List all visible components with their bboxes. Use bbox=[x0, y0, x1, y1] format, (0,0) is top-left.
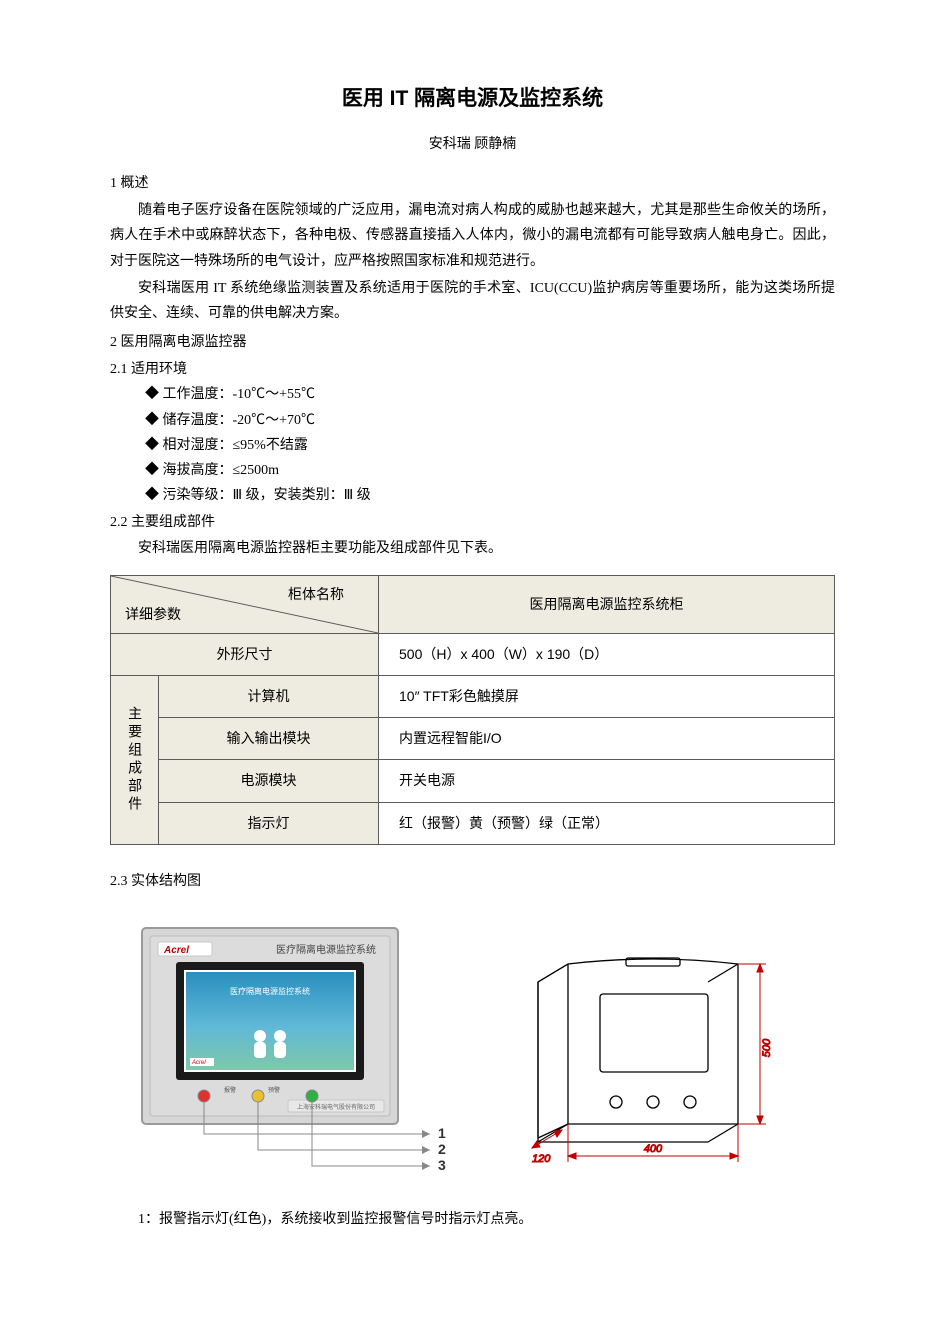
panel-title: 医疗隔离电源监控系统 bbox=[276, 943, 376, 956]
spec-table: 详细参数 柜体名称 医用隔离电源监控系统柜 外形尺寸 500（H）x 400（W… bbox=[110, 575, 835, 845]
dim-drawing-svg: 500 400 120 bbox=[508, 924, 808, 1164]
table-row: 外形尺寸 500（H）x 400（W）x 190（D） bbox=[111, 633, 835, 675]
table-row-value: 红（报警）黄（预警）绿（正常） bbox=[379, 802, 835, 844]
table-row: 指示灯 红（报警）黄（预警）绿（正常） bbox=[111, 802, 835, 844]
dim-depth: 120 bbox=[532, 1153, 551, 1164]
diag-left-label: 详细参数 bbox=[125, 602, 181, 627]
svg-text:医疗隔离电源监控系统: 医疗隔离电源监控系统 bbox=[230, 986, 310, 996]
spec-list: 工作温度：-10℃～+55℃ 储存温度：-20℃～+70℃ 相对湿度：≤95%不… bbox=[110, 382, 835, 508]
table-row: 电源模块 开关电源 bbox=[111, 760, 835, 802]
callout-1: 1 bbox=[438, 1125, 446, 1141]
table-size-value: 500（H）x 400（W）x 190（D） bbox=[379, 633, 835, 675]
spec-item: 污染等级：Ⅲ 级，安装类别：Ⅲ 级 bbox=[145, 483, 835, 508]
product-photo: Acrel 医疗隔离电源监控系统 医疗隔离电源监控系统 Acrel bbox=[138, 924, 468, 1193]
table-row-label: 输入输出模块 bbox=[159, 718, 379, 760]
section-2-head: 2 医用隔离电源监控器 bbox=[110, 330, 835, 355]
diag-right-label: 柜体名称 bbox=[288, 582, 344, 607]
document-author: 安科瑞 顾静楠 bbox=[110, 132, 835, 157]
section-1-para-2: 安科瑞医用 IT 系统绝缘监测装置及系统适用于医院的手术室、ICU(CCU)监护… bbox=[110, 276, 835, 326]
spec-item: 储存温度：-20℃～+70℃ bbox=[145, 408, 835, 433]
spec-item: 相对湿度：≤95%不结露 bbox=[145, 433, 835, 458]
section-2-2-head: 2.2 主要组成部件 bbox=[110, 510, 835, 535]
spec-item: 海拔高度：≤2500m bbox=[145, 458, 835, 483]
table-row-value: 10″ TFT彩色触摸屏 bbox=[379, 675, 835, 717]
table-row-label: 指示灯 bbox=[159, 802, 379, 844]
callout-3: 3 bbox=[438, 1157, 446, 1173]
dim-height: 500 bbox=[761, 1038, 773, 1057]
product-photo-svg: Acrel 医疗隔离电源监控系统 医疗隔离电源监控系统 Acrel bbox=[138, 924, 468, 1184]
table-row-label: 计算机 bbox=[159, 675, 379, 717]
svg-text:预警: 预警 bbox=[268, 1086, 280, 1094]
svg-text:Acrel: Acrel bbox=[191, 1060, 206, 1066]
table-row: 详细参数 柜体名称 医用隔离电源监控系统柜 bbox=[111, 575, 835, 633]
callout-2: 2 bbox=[438, 1141, 446, 1157]
table-row: 输入输出模块 内置远程智能I/O bbox=[111, 718, 835, 760]
table-col2-header: 医用隔离电源监控系统柜 bbox=[379, 575, 835, 633]
svg-text:上海安科瑞电气股份有限公司: 上海安科瑞电气股份有限公司 bbox=[296, 1103, 374, 1111]
document-title: 医用 IT 隔离电源及监控系统 bbox=[110, 80, 835, 118]
section-2-3-head: 2.3 实体结构图 bbox=[110, 869, 835, 894]
brand-label: Acrel bbox=[163, 945, 189, 956]
table-row-value: 内置远程智能I/O bbox=[379, 718, 835, 760]
table-intro: 安科瑞医用隔离电源监控器柜主要功能及组成部件见下表。 bbox=[110, 536, 835, 561]
table-row-label: 电源模块 bbox=[159, 760, 379, 802]
spec-item: 工作温度：-10℃～+55℃ bbox=[145, 382, 835, 407]
figure-row: Acrel 医疗隔离电源监控系统 医疗隔离电源监控系统 Acrel bbox=[110, 924, 835, 1193]
callout-note-1: 1：报警指示灯(红色)，系统接收到监控报警信号时指示灯点亮。 bbox=[110, 1207, 835, 1232]
dim-width: 400 bbox=[643, 1143, 662, 1155]
table-diag-header: 详细参数 柜体名称 bbox=[111, 575, 379, 633]
table-row: 主要组成部件 计算机 10″ TFT彩色触摸屏 bbox=[111, 675, 835, 717]
svg-text:报警: 报警 bbox=[224, 1086, 236, 1094]
table-group-label: 主要组成部件 bbox=[111, 675, 159, 844]
table-size-label: 外形尺寸 bbox=[111, 633, 379, 675]
section-2-1-head: 2.1 适用环境 bbox=[110, 357, 835, 382]
dimensional-drawing: 500 400 120 bbox=[508, 924, 808, 1173]
section-1-head: 1 概述 bbox=[110, 171, 835, 196]
table-row-value: 开关电源 bbox=[379, 760, 835, 802]
section-1-para-1: 随着电子医疗设备在医院领域的广泛应用，漏电流对病人构成的威胁也越来越大，尤其是那… bbox=[110, 198, 835, 274]
